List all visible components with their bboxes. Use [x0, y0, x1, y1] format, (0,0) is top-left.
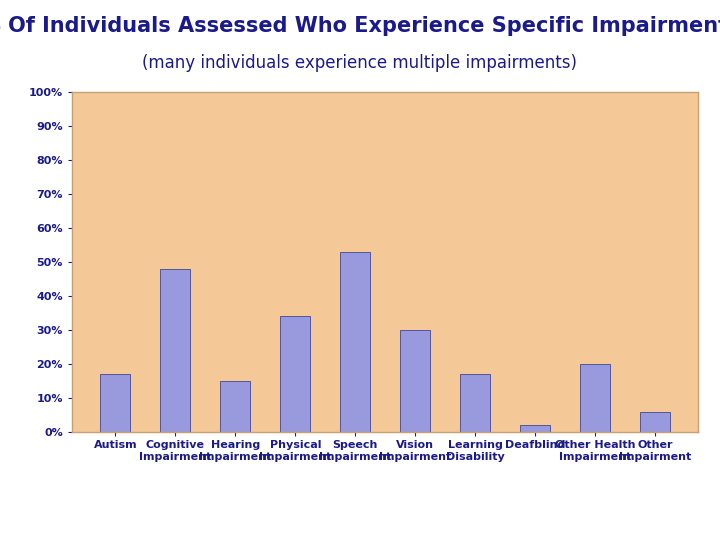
Bar	[101, 374, 130, 432]
Bar	[580, 364, 610, 432]
Bar	[520, 425, 550, 432]
Bar	[161, 269, 190, 432]
Bar	[280, 316, 310, 432]
Bar	[460, 374, 490, 432]
Bar	[341, 252, 370, 432]
Text: (many individuals experience multiple impairments): (many individuals experience multiple im…	[143, 54, 577, 72]
Bar	[220, 381, 251, 432]
Text: % Of Individuals Assessed Who Experience Specific Impairments: % Of Individuals Assessed Who Experience…	[0, 16, 720, 36]
Bar	[640, 411, 670, 432]
Bar	[400, 330, 430, 432]
